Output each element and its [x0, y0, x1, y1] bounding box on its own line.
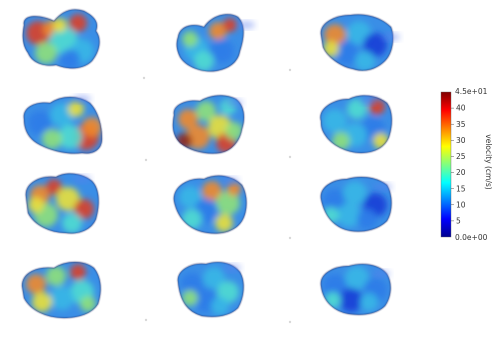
velocity-panel [26, 174, 99, 234]
outflow-plume [225, 99, 243, 107]
outflow-plume [374, 183, 392, 191]
colorbar-tick-label: 40 [456, 104, 466, 113]
velocity-panel [173, 95, 244, 153]
colorbar-tick-label: 30 [456, 136, 466, 145]
velocity-panel [22, 262, 101, 318]
velocity-panel [23, 9, 100, 69]
outflow-plume [223, 264, 241, 272]
velocity-panel [178, 262, 244, 317]
colorbar-tick-label: 15 [456, 184, 466, 193]
velocity-panel [321, 264, 391, 315]
colorbar-tick-label: 35 [456, 120, 466, 129]
velocity-panel [24, 95, 102, 154]
velocity-panel [321, 15, 400, 72]
outflow-plume [221, 177, 239, 185]
colorbar-tick-label: 5 [456, 216, 461, 225]
outflow-plume [237, 21, 255, 29]
panel-grid [22, 9, 400, 318]
outflow-plume [73, 175, 91, 183]
colorbar-ticks: 40 35 30 25 20 15 10 5 [451, 104, 466, 226]
colorbar-tick-label: 10 [456, 200, 466, 209]
velocity-panel [177, 14, 255, 71]
outflow-plume [360, 97, 378, 105]
colorbar-tick-label: 20 [456, 168, 466, 177]
velocity-panel [321, 177, 392, 232]
colorbar-max-label: 4.5e+01 [455, 87, 488, 96]
outflow-plume [382, 33, 400, 41]
colorbar-title: velocity (cm/s) [484, 134, 493, 189]
velocity-panel [174, 176, 247, 234]
colorbar-tick-label: 25 [456, 152, 466, 161]
outflow-plume [73, 95, 91, 103]
colorbar-min-label: 0.0e+00 [455, 233, 488, 242]
outflow-plume [372, 270, 390, 278]
colorbar: 40 35 30 25 20 15 10 5 4.5e+01 0.0e+00 velocity… [441, 87, 493, 242]
velocity-panel [320, 96, 391, 153]
colorbar-gradient [441, 92, 451, 237]
